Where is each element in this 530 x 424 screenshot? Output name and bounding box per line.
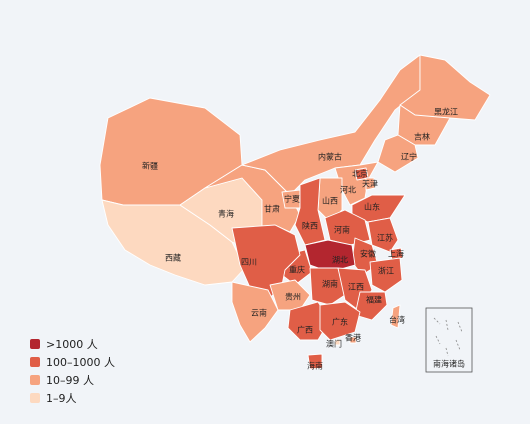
province-label: 广东: [332, 317, 348, 327]
province-label: 湖南: [322, 279, 338, 289]
province-label: 安徽: [360, 249, 376, 259]
province-label: 黑龙江: [434, 107, 458, 117]
province-label: 湖北: [332, 256, 348, 265]
province-label: 贵州: [285, 292, 301, 302]
legend-label: 100–1000 人: [46, 356, 115, 369]
province-label: 四川: [241, 258, 257, 267]
province-jiangsu[interactable]: [367, 217, 399, 253]
province-label: 甘肃: [264, 204, 280, 214]
province-label: 香港: [345, 333, 361, 343]
inset-label: 南海诸岛: [433, 359, 465, 369]
province-zhejiang[interactable]: [369, 257, 403, 293]
province-label: 辽宁: [401, 152, 417, 162]
legend-item[interactable]: 1–9人: [30, 389, 115, 407]
province-label: 内蒙古: [318, 152, 342, 162]
province-label: 重庆: [289, 265, 305, 275]
province-label: 山东: [364, 202, 380, 212]
province-label: 上海: [388, 249, 404, 259]
legend-label: 10–99 人: [46, 374, 94, 387]
south-china-sea-inset: 南海诸岛: [425, 307, 473, 373]
province-yunnan[interactable]: [231, 281, 279, 343]
province-label: 浙江: [378, 266, 394, 276]
province-label: 山西: [322, 196, 338, 206]
legend-label: >1000 人: [46, 338, 98, 351]
legend-item[interactable]: >1000 人: [30, 335, 115, 353]
province-label: 宁夏: [284, 194, 300, 204]
province-label: 天津: [362, 179, 378, 189]
province-label: 新疆: [142, 161, 158, 171]
province-label: 北京: [352, 169, 368, 179]
province-label: 西藏: [165, 253, 181, 263]
province-label: 云南: [251, 308, 267, 318]
legend-swatch: [30, 393, 40, 403]
province-label: 青海: [218, 209, 234, 219]
province-label: 广西: [297, 325, 313, 335]
province-taiwan[interactable]: [390, 304, 401, 329]
province-label: 澳门: [326, 339, 342, 349]
province-tianjin[interactable]: [365, 177, 376, 191]
legend-swatch: [30, 339, 40, 349]
province-aomen[interactable]: [334, 339, 341, 346]
province-label: 江西: [348, 283, 364, 292]
province-guangdong[interactable]: [319, 301, 361, 341]
province-label: 吉林: [414, 132, 430, 142]
province-neimenggu[interactable]: [241, 54, 421, 196]
province-hunan[interactable]: [309, 267, 346, 306]
province-sichuan[interactable]: [231, 224, 301, 301]
province-layer: [99, 54, 491, 370]
province-guizhou[interactable]: [269, 279, 311, 311]
legend-label: 1–9人: [46, 392, 77, 405]
province-guangxi[interactable]: [287, 301, 331, 341]
province-label: 福建: [366, 295, 382, 305]
province-hainan[interactable]: [307, 353, 323, 370]
province-label: 河北: [340, 185, 356, 195]
province-label: 海南: [307, 361, 323, 371]
province-label: 江苏: [377, 233, 393, 243]
province-xianggang[interactable]: [349, 336, 357, 344]
province-shanghai[interactable]: [389, 247, 404, 261]
legend-swatch: [30, 375, 40, 385]
province-label: 台湾: [389, 315, 405, 325]
province-label: 陕西: [302, 221, 318, 231]
province-label: 河南: [334, 225, 350, 235]
legend-item[interactable]: 10–99 人: [30, 371, 115, 389]
legend: >1000 人 100–1000 人 10–99 人 1–9人: [30, 335, 115, 407]
legend-item[interactable]: 100–1000 人: [30, 353, 115, 371]
legend-swatch: [30, 357, 40, 367]
